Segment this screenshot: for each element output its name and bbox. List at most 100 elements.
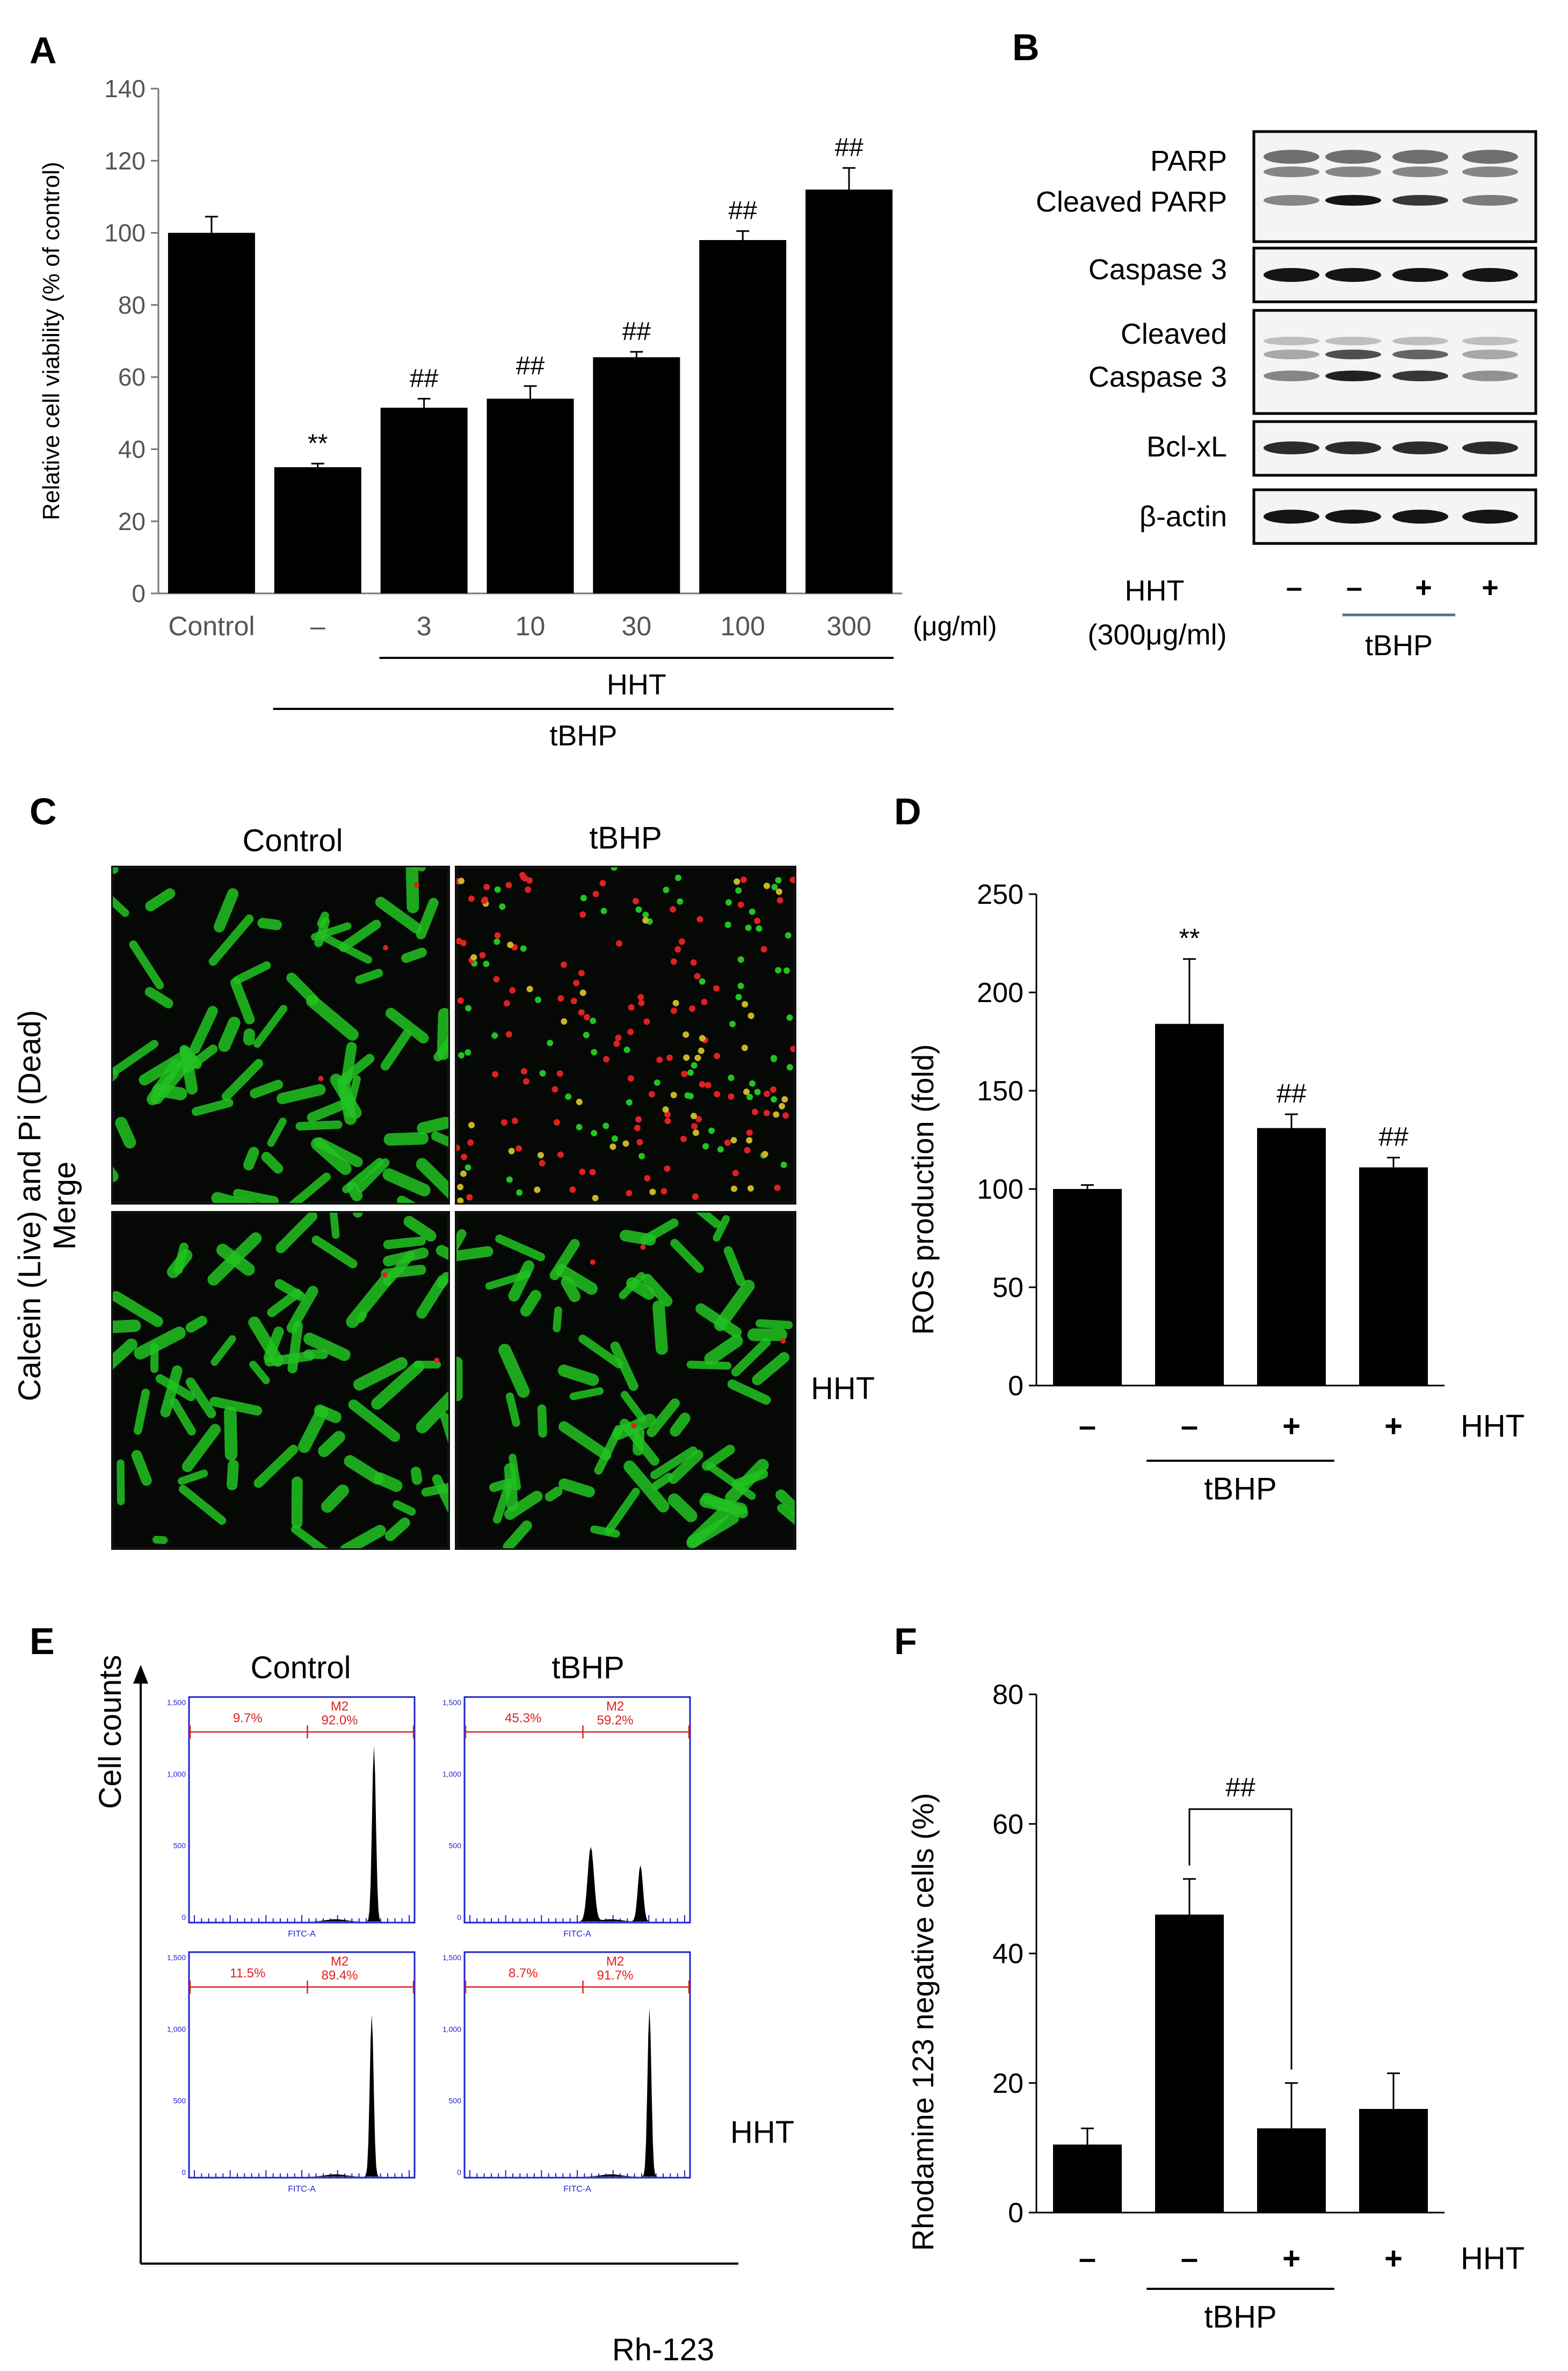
stained-cell [729,1020,736,1027]
western-blot [1252,130,1537,545]
blot-band [1392,350,1448,359]
live-cell-cluster [207,1232,262,1286]
histogram-peak [464,2007,690,2177]
stained-cell [505,882,512,889]
live-cell-cluster [381,1264,426,1279]
stained-cell [763,882,770,889]
stained-cell [492,1071,499,1078]
live-cell-cluster [353,1357,408,1391]
y-tick-label: 60 [118,363,146,391]
live-cell-cluster [569,1387,604,1401]
histogram-x-label: FITC-A [288,2185,316,2194]
stained-cell [611,1135,618,1142]
stained-cell [780,1162,787,1169]
stained-cell [576,1098,583,1105]
stained-cell [694,1054,701,1061]
unit-label: (μg/ml) [913,611,997,641]
chart-a-ylabel: Relative cell viability (% of control) [38,162,64,520]
live-cell-cluster [131,1450,152,1486]
stained-cell [576,1123,583,1130]
stained-cell [687,1069,694,1076]
stained-cell [615,1034,622,1041]
blot-band [1462,195,1518,206]
stained-cell [560,961,567,968]
stained-cell [613,1040,620,1047]
stained-cell [468,895,475,902]
stained-cell [520,1068,527,1075]
live-cell-cluster [185,1377,216,1418]
live-cell-cluster [226,1459,239,1491]
micro-side-label: HHT [811,1371,875,1406]
bar [168,233,255,594]
stained-cell [670,1091,677,1098]
gate-left-percent: 9.7% [233,1711,263,1725]
live-cell-cluster [329,1213,340,1239]
bar [274,467,361,593]
stained-cell [603,1056,610,1063]
stained-cell [724,1139,731,1146]
stained-cell [775,877,782,884]
blot-lane-2: – [1346,571,1362,604]
stained-cell [507,941,514,948]
stained-cell [636,1139,643,1145]
live-cell-cluster [380,1029,412,1071]
stained-cell [786,1014,793,1021]
stained-cell [539,1070,546,1077]
stained-cell [782,1112,789,1119]
blot-lane-3: + [1415,571,1432,604]
blot-band [1264,166,1319,177]
live-cell-cluster [695,1303,742,1338]
stained-cell [458,878,464,884]
stained-cell [674,874,681,881]
gate-right-percent: 59.2% [597,1713,633,1728]
stained-cell [746,1093,753,1100]
histogram-frame [188,1951,416,2179]
live-cell-cluster [134,1326,186,1360]
live-cell-cluster [416,1158,448,1199]
flow-col-control: Control [251,1650,351,1685]
stained-cell [457,1197,464,1203]
stained-cell [691,1123,698,1130]
live-cell-cluster [498,1344,530,1398]
stained-cell [632,898,639,905]
stained-cell [534,1186,541,1193]
live-cell-cluster [610,1342,638,1391]
chart-f-ylabel: Rhodamine 123 negative cells (%) [906,1793,940,2251]
live-cell-cluster [344,1075,361,1118]
stained-cell [705,1082,712,1089]
flow-histograms: 05001,0001,500FITC-A9.7%M292.0%05001,000… [133,1665,738,2265]
stained-cell [578,1009,585,1016]
stained-cell [664,1118,671,1125]
stained-cell [702,1143,709,1150]
y-tick-label: 150 [977,1076,1023,1107]
live-cell-cluster [440,1412,448,1444]
stained-cell [642,917,649,924]
y-tick-label: 40 [118,436,146,463]
significance-label: ## [1378,1121,1409,1151]
live-cell-cluster [310,1137,352,1175]
bar [1155,1915,1224,2213]
histogram-y-tick: 1,000 [167,1770,186,1778]
blot-band [1462,166,1518,177]
live-cell-cluster [384,1517,410,1541]
stained-cell [590,1017,597,1024]
category-label: – [1181,2241,1198,2276]
blot-label-bclxl: Bcl-xL [1146,431,1227,463]
live-cell-cluster [275,1213,318,1253]
gate-left-percent: 11.5% [230,1966,265,1981]
live-cell-cluster [267,1118,287,1147]
dead-cell [383,945,389,951]
live-cell-cluster [133,1388,150,1435]
stained-cell [717,1146,724,1153]
live-cell-cluster [382,1168,431,1197]
live-cell-cluster [295,1120,343,1131]
stained-cell [591,1049,598,1056]
live-cell-cluster [346,1274,392,1328]
live-cell-cluster [213,888,239,933]
stained-cell [761,1151,768,1158]
stained-cell [579,911,586,918]
blot-band [1325,350,1381,359]
live-cell-cluster [435,1245,448,1260]
